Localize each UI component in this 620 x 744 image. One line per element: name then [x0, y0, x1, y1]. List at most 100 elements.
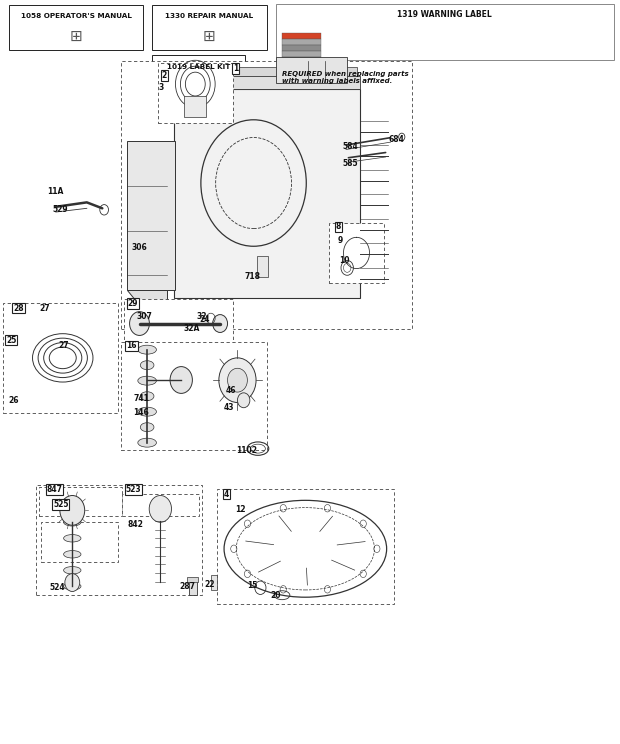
Ellipse shape — [64, 567, 81, 574]
Text: 1058 OPERATOR'S MANUAL: 1058 OPERATOR'S MANUAL — [20, 13, 131, 19]
Text: ⊞: ⊞ — [69, 29, 82, 44]
Circle shape — [170, 367, 192, 394]
Bar — [177, 67, 356, 76]
Bar — [282, 45, 321, 51]
Bar — [257, 256, 268, 277]
Text: 146: 146 — [133, 408, 149, 417]
Circle shape — [149, 496, 172, 522]
Text: 25: 25 — [6, 336, 16, 344]
Text: 10: 10 — [340, 256, 350, 265]
Ellipse shape — [64, 519, 81, 526]
Bar — [189, 579, 197, 595]
Text: 1: 1 — [233, 64, 238, 73]
Text: 3: 3 — [159, 83, 164, 92]
Bar — [282, 57, 321, 62]
Ellipse shape — [64, 551, 81, 558]
Bar — [276, 4, 614, 60]
Bar — [282, 51, 321, 57]
Circle shape — [228, 368, 247, 392]
Bar — [184, 96, 206, 117]
Ellipse shape — [140, 391, 154, 400]
Ellipse shape — [138, 345, 156, 354]
Text: 718: 718 — [244, 272, 260, 281]
Ellipse shape — [64, 583, 81, 590]
Bar — [36, 485, 202, 595]
Ellipse shape — [138, 438, 156, 447]
Text: 15: 15 — [247, 581, 257, 590]
Bar — [41, 522, 118, 562]
Bar — [121, 61, 412, 329]
Circle shape — [130, 312, 149, 336]
Ellipse shape — [64, 534, 81, 542]
Polygon shape — [127, 290, 167, 339]
Text: 4: 4 — [224, 490, 229, 498]
Bar — [121, 342, 267, 450]
Text: 523: 523 — [125, 485, 141, 494]
Bar — [9, 5, 143, 50]
Text: 585: 585 — [342, 159, 358, 168]
Text: 847: 847 — [46, 485, 63, 494]
Text: 22: 22 — [205, 580, 215, 589]
Bar — [12, 379, 84, 405]
Ellipse shape — [140, 361, 154, 370]
Text: 684: 684 — [389, 135, 405, 144]
Text: REQUIRED when replacing parts
with warning labels affixed.: REQUIRED when replacing parts with warni… — [282, 71, 409, 84]
Bar — [152, 55, 245, 80]
Text: 32A: 32A — [184, 324, 200, 333]
Bar — [124, 299, 232, 353]
Text: 27: 27 — [39, 304, 50, 312]
Circle shape — [219, 358, 256, 403]
Text: 1019 LABEL KIT: 1019 LABEL KIT — [167, 64, 230, 71]
Bar — [3, 303, 118, 413]
Bar — [282, 39, 321, 45]
Text: 20: 20 — [271, 591, 281, 600]
Text: 12: 12 — [236, 505, 246, 514]
Text: 43: 43 — [224, 403, 234, 412]
Bar — [152, 5, 267, 50]
Text: 11A: 11A — [48, 187, 64, 196]
Text: 24: 24 — [200, 315, 210, 324]
Text: 529: 529 — [53, 205, 69, 214]
Bar — [174, 76, 360, 89]
Ellipse shape — [138, 376, 156, 385]
Bar — [174, 89, 360, 298]
Circle shape — [65, 574, 80, 591]
Text: 29: 29 — [128, 299, 138, 308]
Circle shape — [213, 315, 228, 333]
Text: 525: 525 — [53, 500, 69, 509]
Text: 32: 32 — [197, 312, 206, 321]
Text: 46: 46 — [226, 386, 236, 395]
Ellipse shape — [140, 423, 154, 432]
Text: 842: 842 — [127, 520, 143, 529]
Bar — [282, 33, 321, 39]
Text: 741: 741 — [133, 394, 149, 403]
Bar — [187, 577, 198, 582]
Text: 8: 8 — [336, 222, 341, 231]
Bar — [39, 487, 122, 516]
Text: 584: 584 — [342, 142, 358, 151]
Bar — [217, 489, 394, 604]
Text: 2: 2 — [162, 71, 167, 80]
Bar — [158, 63, 232, 123]
Text: 9: 9 — [337, 236, 342, 245]
Bar — [122, 494, 198, 516]
Bar — [211, 575, 217, 590]
Bar — [276, 57, 347, 83]
Text: 27: 27 — [58, 341, 69, 350]
Text: ⊞: ⊞ — [203, 29, 216, 44]
Text: 307: 307 — [136, 312, 153, 321]
Text: 1330 REPAIR MANUAL: 1330 REPAIR MANUAL — [165, 13, 254, 19]
Circle shape — [60, 496, 85, 525]
Circle shape — [237, 393, 250, 408]
Text: 1319 WARNING LABEL: 1319 WARNING LABEL — [397, 10, 492, 19]
Text: 1102: 1102 — [236, 446, 257, 455]
Ellipse shape — [138, 407, 156, 416]
Bar — [127, 141, 175, 290]
Text: 16: 16 — [126, 341, 136, 350]
Text: 287: 287 — [179, 582, 195, 591]
Text: 26: 26 — [9, 396, 19, 405]
Text: 524: 524 — [50, 583, 66, 591]
Text: 306: 306 — [131, 243, 148, 251]
Text: 28: 28 — [13, 304, 24, 312]
Bar — [329, 223, 384, 283]
